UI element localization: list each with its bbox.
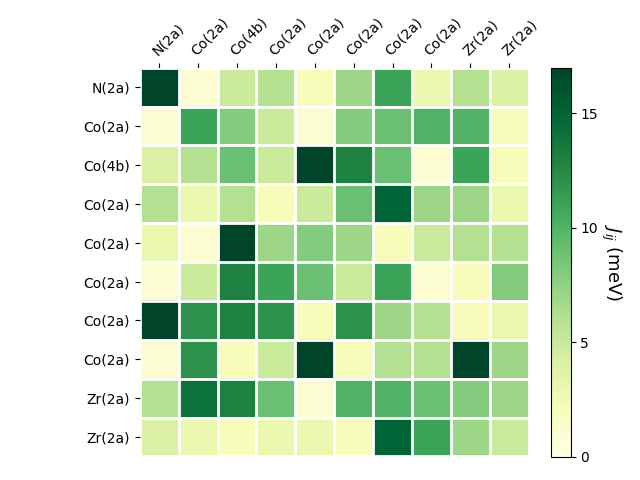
Y-axis label: $J_{ij}$ (meV): $J_{ij}$ (meV) <box>599 224 623 300</box>
